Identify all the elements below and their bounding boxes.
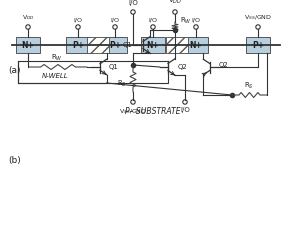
Text: V$_{SS}$/GND: V$_{SS}$/GND	[244, 13, 272, 22]
Text: R$_W$: R$_W$	[51, 53, 63, 63]
Text: V$_{SS}$/GND: V$_{SS}$/GND	[119, 107, 147, 116]
Text: I/O: I/O	[191, 17, 200, 22]
Bar	[246, 37, 270, 53]
Circle shape	[173, 10, 177, 14]
Text: P+: P+	[252, 40, 264, 50]
Text: Q2: Q2	[177, 64, 187, 70]
Text: I/O: I/O	[148, 17, 157, 22]
Text: N+: N+	[147, 40, 159, 50]
Bar	[87, 37, 109, 53]
Text: I/O: I/O	[110, 17, 119, 22]
Text: I/O: I/O	[128, 0, 138, 6]
Text: N+: N+	[190, 40, 202, 50]
Text: R$_S$: R$_S$	[244, 81, 254, 91]
Text: V$_{DD}$: V$_{DD}$	[22, 13, 34, 22]
Circle shape	[194, 25, 198, 29]
Text: N-WELL: N-WELL	[42, 73, 68, 79]
Bar	[141, 37, 165, 53]
Text: I/O: I/O	[73, 17, 82, 22]
Circle shape	[151, 25, 155, 29]
Bar	[16, 37, 40, 53]
Circle shape	[256, 25, 260, 29]
Bar	[166, 37, 188, 53]
Text: R$_W$: R$_W$	[180, 16, 192, 26]
Bar	[184, 37, 208, 53]
Text: (a): (a)	[8, 66, 20, 74]
Bar	[87, 37, 109, 53]
Text: R$_S$: R$_S$	[117, 79, 127, 89]
Bar	[103, 37, 127, 53]
Circle shape	[113, 25, 117, 29]
Text: Q1: Q1	[109, 64, 119, 70]
Bar	[166, 37, 188, 53]
Circle shape	[131, 10, 135, 14]
Circle shape	[183, 100, 187, 104]
Bar	[66, 37, 90, 53]
Text: P– SUBSTRATE: P– SUBSTRATE	[125, 108, 181, 116]
Circle shape	[131, 100, 135, 104]
Text: V$_{DD}$: V$_{DD}$	[168, 0, 182, 6]
Circle shape	[26, 25, 30, 29]
Text: N+: N+	[22, 40, 34, 50]
Text: (b): (b)	[8, 156, 21, 164]
Text: P+: P+	[72, 40, 84, 50]
Circle shape	[76, 25, 80, 29]
Bar	[18, 61, 168, 83]
Text: P+: P+	[109, 40, 121, 50]
Text: Q1: Q1	[123, 42, 133, 48]
Text: I/O: I/O	[180, 107, 190, 113]
Text: Q2: Q2	[219, 62, 228, 68]
